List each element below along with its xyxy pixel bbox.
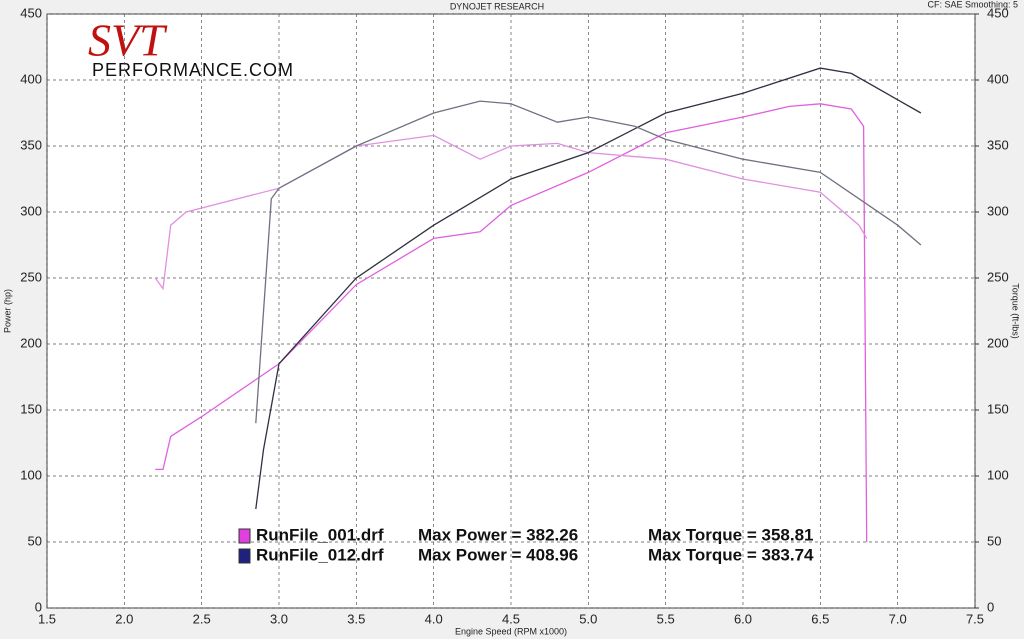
y-tick-label: 250 bbox=[20, 269, 42, 284]
legend-swatch bbox=[238, 548, 251, 564]
y-tick-label: 450 bbox=[20, 5, 42, 20]
x-tick-label: 2.0 bbox=[115, 611, 133, 626]
y2-tick-label: 450 bbox=[987, 5, 1009, 20]
annotation-power: Max Power = 408.96 bbox=[418, 545, 578, 564]
y2-tick-label: 400 bbox=[987, 71, 1009, 86]
x-tick-label: 4.5 bbox=[502, 611, 520, 626]
y2-tick-label: 300 bbox=[987, 203, 1009, 218]
x-tick-label: 6.0 bbox=[734, 611, 752, 626]
x-axis-label: Engine Speed (RPM x1000) bbox=[455, 626, 567, 636]
y-tick-label: 0 bbox=[35, 599, 42, 614]
y2-axis-label: Torque (ft-lbs) bbox=[1011, 283, 1021, 339]
x-tick-label: 3.0 bbox=[270, 611, 288, 626]
series-line bbox=[255, 67, 922, 510]
x-tick-label: 6.5 bbox=[811, 611, 829, 626]
y-tick-label: 350 bbox=[20, 137, 42, 152]
x-tick-label: 5.5 bbox=[657, 611, 675, 626]
x-tick-label: 1.5 bbox=[38, 611, 56, 626]
y-axis-label: Power (hp) bbox=[2, 289, 12, 333]
series-line bbox=[154, 134, 868, 291]
y2-tick-label: 100 bbox=[987, 467, 1009, 482]
y-tick-label: 200 bbox=[20, 335, 42, 350]
x-tick-label: 7.0 bbox=[889, 611, 907, 626]
y-tick-label: 150 bbox=[20, 401, 42, 416]
annotation-torque: Max Torque = 358.81 bbox=[648, 525, 814, 544]
annotation-power: Max Power = 382.26 bbox=[418, 525, 578, 544]
x-tick-label: 4.0 bbox=[425, 611, 443, 626]
series-line bbox=[255, 100, 922, 424]
x-tick-label: 5.0 bbox=[579, 611, 597, 626]
x-tick-label: 7.5 bbox=[966, 611, 984, 626]
y-tick-label: 400 bbox=[20, 71, 42, 86]
y-tick-label: 100 bbox=[20, 467, 42, 482]
y-tick-label: 50 bbox=[28, 533, 42, 548]
y-tick-label: 300 bbox=[20, 203, 42, 218]
legend-label: RunFile_001.drf bbox=[256, 525, 384, 544]
chart-title: DYNOJET RESEARCH bbox=[450, 1, 544, 11]
y2-tick-label: 150 bbox=[987, 401, 1009, 416]
annotation-torque: Max Torque = 383.74 bbox=[648, 545, 814, 564]
legend-swatch bbox=[238, 528, 251, 544]
y2-tick-label: 0 bbox=[987, 599, 994, 614]
y2-tick-label: 350 bbox=[987, 137, 1009, 152]
chart-subtitle: CF: SAE Smoothing: 5 bbox=[927, 0, 1018, 9]
x-tick-label: 3.5 bbox=[347, 611, 365, 626]
x-tick-label: 2.5 bbox=[193, 611, 211, 626]
y2-tick-label: 50 bbox=[987, 533, 1001, 548]
legend-label: RunFile_012.drf bbox=[256, 545, 384, 564]
series-line bbox=[155, 103, 868, 543]
y2-tick-label: 250 bbox=[987, 269, 1009, 284]
logo-mark: SVT bbox=[88, 15, 168, 66]
logo-text: PERFORMANCE.COM bbox=[92, 60, 294, 80]
y2-tick-label: 200 bbox=[987, 335, 1009, 350]
